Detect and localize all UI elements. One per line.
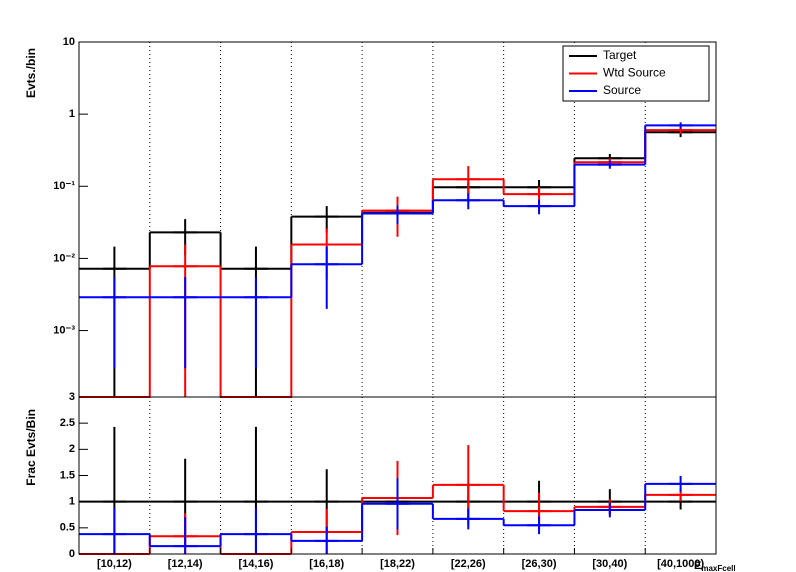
error-bar — [527, 199, 552, 215]
error-bar — [243, 507, 268, 554]
y-tick-label: 10⁻² — [53, 252, 75, 264]
y-tick-label: 0.5 — [60, 522, 75, 534]
error-bar — [314, 246, 339, 309]
error-bar — [456, 193, 481, 210]
x-tick-label: [12,14) — [168, 558, 203, 570]
error-bar — [243, 277, 268, 369]
x-tick-label: [22,26) — [451, 558, 486, 570]
y-tick-label: 0 — [69, 548, 75, 560]
x-axis-title-sub: maxFcell — [701, 564, 735, 572]
x-tick-label: [16,18) — [309, 558, 344, 570]
error-bar — [456, 508, 481, 530]
x-tick-label: [40,1000) — [657, 558, 704, 570]
x-axis-title: EmaxFcell — [694, 560, 736, 572]
legend-label: Source — [603, 83, 641, 97]
error-bar — [385, 478, 410, 530]
x-tick-label: [14,16) — [239, 558, 274, 570]
legend-label: Wtd Source — [603, 66, 666, 80]
y-axis-title: Evts./bin — [24, 48, 38, 98]
y-tick-label: 1 — [69, 496, 75, 508]
x-tick-label: [18,22) — [380, 558, 415, 570]
error-bar — [385, 205, 410, 225]
y-tick-label: 2 — [69, 443, 75, 455]
y-tick-label: 3 — [69, 391, 75, 403]
y-tick-label: 2.5 — [60, 417, 75, 429]
error-bar — [173, 277, 198, 369]
error-bar — [597, 502, 622, 518]
error-bar — [314, 206, 339, 233]
error-bar — [173, 517, 198, 554]
x-tick-label: [26,30) — [522, 558, 557, 570]
error-bar — [314, 526, 339, 554]
error-bar — [102, 507, 127, 554]
x-tick-label: [30,40) — [592, 558, 627, 570]
error-bar — [597, 160, 622, 169]
error-bar — [668, 122, 693, 129]
legend-label: Target — [603, 48, 637, 62]
y-tick-label: 1.5 — [60, 469, 75, 481]
y-tick-label: 1 — [69, 108, 75, 120]
error-bar — [668, 476, 693, 492]
error-bar — [102, 277, 127, 369]
y-tick-label: 10⁻³ — [53, 324, 75, 336]
y-tick-label: 10⁻¹ — [53, 180, 75, 192]
x-tick-label: [10,12) — [97, 558, 132, 570]
x-axis-title-main: E — [694, 560, 701, 572]
y-axis-title: Frac Evts/Bin — [24, 409, 38, 486]
frame — [78, 396, 717, 555]
y-tick-label: 10 — [63, 36, 75, 48]
error-bar — [527, 516, 552, 535]
